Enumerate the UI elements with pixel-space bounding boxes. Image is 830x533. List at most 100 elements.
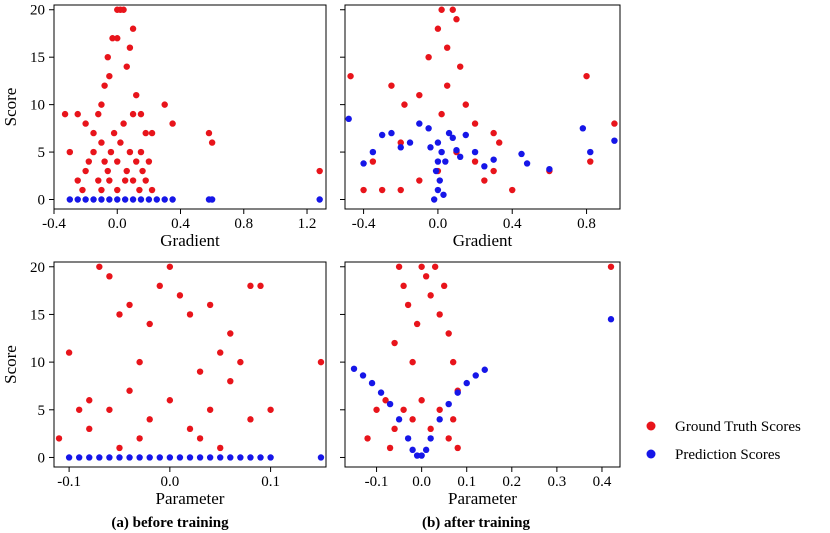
data-point xyxy=(186,425,194,433)
data-point xyxy=(583,72,590,80)
data-point xyxy=(397,186,404,194)
data-point xyxy=(409,446,416,454)
data-point xyxy=(257,454,264,461)
x-tick-label: -0.4 xyxy=(352,216,376,232)
series-ground-truth-scores xyxy=(61,6,323,194)
data-point xyxy=(369,158,377,165)
x-tick-label: 0.0 xyxy=(429,216,448,232)
data-point xyxy=(74,196,81,203)
data-point xyxy=(434,25,442,32)
data-point xyxy=(137,110,145,118)
data-point xyxy=(457,153,464,161)
data-point xyxy=(267,406,274,413)
y-tick-label: 20 xyxy=(30,260,45,276)
data-point xyxy=(611,137,618,144)
data-point xyxy=(95,110,102,118)
data-point xyxy=(360,160,367,167)
data-point xyxy=(267,454,274,461)
data-point xyxy=(397,139,404,146)
data-point xyxy=(74,177,81,184)
data-point xyxy=(247,416,254,423)
data-point xyxy=(611,120,618,127)
series-ground-truth-scores xyxy=(55,263,325,452)
data-point xyxy=(227,377,234,385)
x-tick-label: -0.1 xyxy=(57,474,81,490)
data-point xyxy=(430,196,438,203)
data-point xyxy=(364,435,371,442)
data-point xyxy=(217,444,224,452)
data-point xyxy=(382,397,389,404)
data-point xyxy=(449,358,457,366)
data-point xyxy=(186,454,194,461)
data-point xyxy=(416,120,423,127)
data-point xyxy=(161,196,168,203)
data-point xyxy=(98,101,105,108)
x-tick-label: 0.1 xyxy=(457,474,476,490)
data-point xyxy=(438,6,445,13)
data-point xyxy=(101,82,108,89)
data-point xyxy=(146,320,153,328)
data-point xyxy=(116,454,123,461)
data-point xyxy=(146,454,153,461)
data-point xyxy=(453,16,460,23)
data-point xyxy=(388,82,395,89)
data-point xyxy=(136,358,143,366)
data-point xyxy=(425,125,432,132)
data-point xyxy=(418,263,425,270)
data-point xyxy=(350,365,358,372)
data-point xyxy=(462,101,469,108)
data-point xyxy=(391,339,398,347)
data-point xyxy=(166,454,174,461)
x-axis-label: Gradient xyxy=(160,231,220,250)
data-point xyxy=(400,282,407,290)
data-point xyxy=(316,196,323,203)
data-point xyxy=(126,44,134,51)
data-point xyxy=(453,146,460,154)
data-point xyxy=(471,158,479,165)
data-point xyxy=(257,282,264,290)
data-point xyxy=(227,330,234,337)
data-point xyxy=(434,139,442,146)
data-point xyxy=(133,158,140,165)
data-point xyxy=(114,186,121,194)
y-tick-label: 15 xyxy=(30,50,45,66)
data-point xyxy=(400,406,407,413)
data-point xyxy=(247,282,254,290)
data-point xyxy=(106,454,113,461)
data-point xyxy=(208,139,216,146)
data-point xyxy=(443,82,451,89)
data-point xyxy=(579,125,587,132)
plot-frame xyxy=(344,261,621,468)
data-point xyxy=(395,263,403,270)
data-point xyxy=(347,72,354,80)
data-point xyxy=(104,167,111,175)
data-point xyxy=(490,129,497,137)
data-point xyxy=(75,454,83,461)
data-point xyxy=(82,196,89,203)
data-point xyxy=(196,368,204,375)
data-point xyxy=(490,167,497,175)
data-point xyxy=(82,167,89,175)
data-point xyxy=(196,435,204,442)
data-point xyxy=(425,53,432,61)
data-point xyxy=(148,129,156,137)
data-point xyxy=(481,163,488,170)
data-point xyxy=(148,186,156,194)
data-point xyxy=(427,292,434,299)
data-point xyxy=(137,148,145,156)
plot-frame xyxy=(344,4,621,210)
data-point xyxy=(496,139,503,146)
data-point xyxy=(359,372,367,379)
data-point xyxy=(397,144,404,151)
data-point xyxy=(368,379,376,387)
data-point xyxy=(317,454,325,461)
data-point xyxy=(106,177,113,184)
data-point xyxy=(156,454,163,461)
data-point xyxy=(587,158,594,165)
data-point xyxy=(607,263,615,270)
data-point xyxy=(161,101,168,108)
plot-frame xyxy=(53,261,327,468)
x-tick-label: 0.4 xyxy=(593,474,612,490)
data-point xyxy=(445,330,452,337)
x-tick-label: 1.2 xyxy=(298,216,317,232)
